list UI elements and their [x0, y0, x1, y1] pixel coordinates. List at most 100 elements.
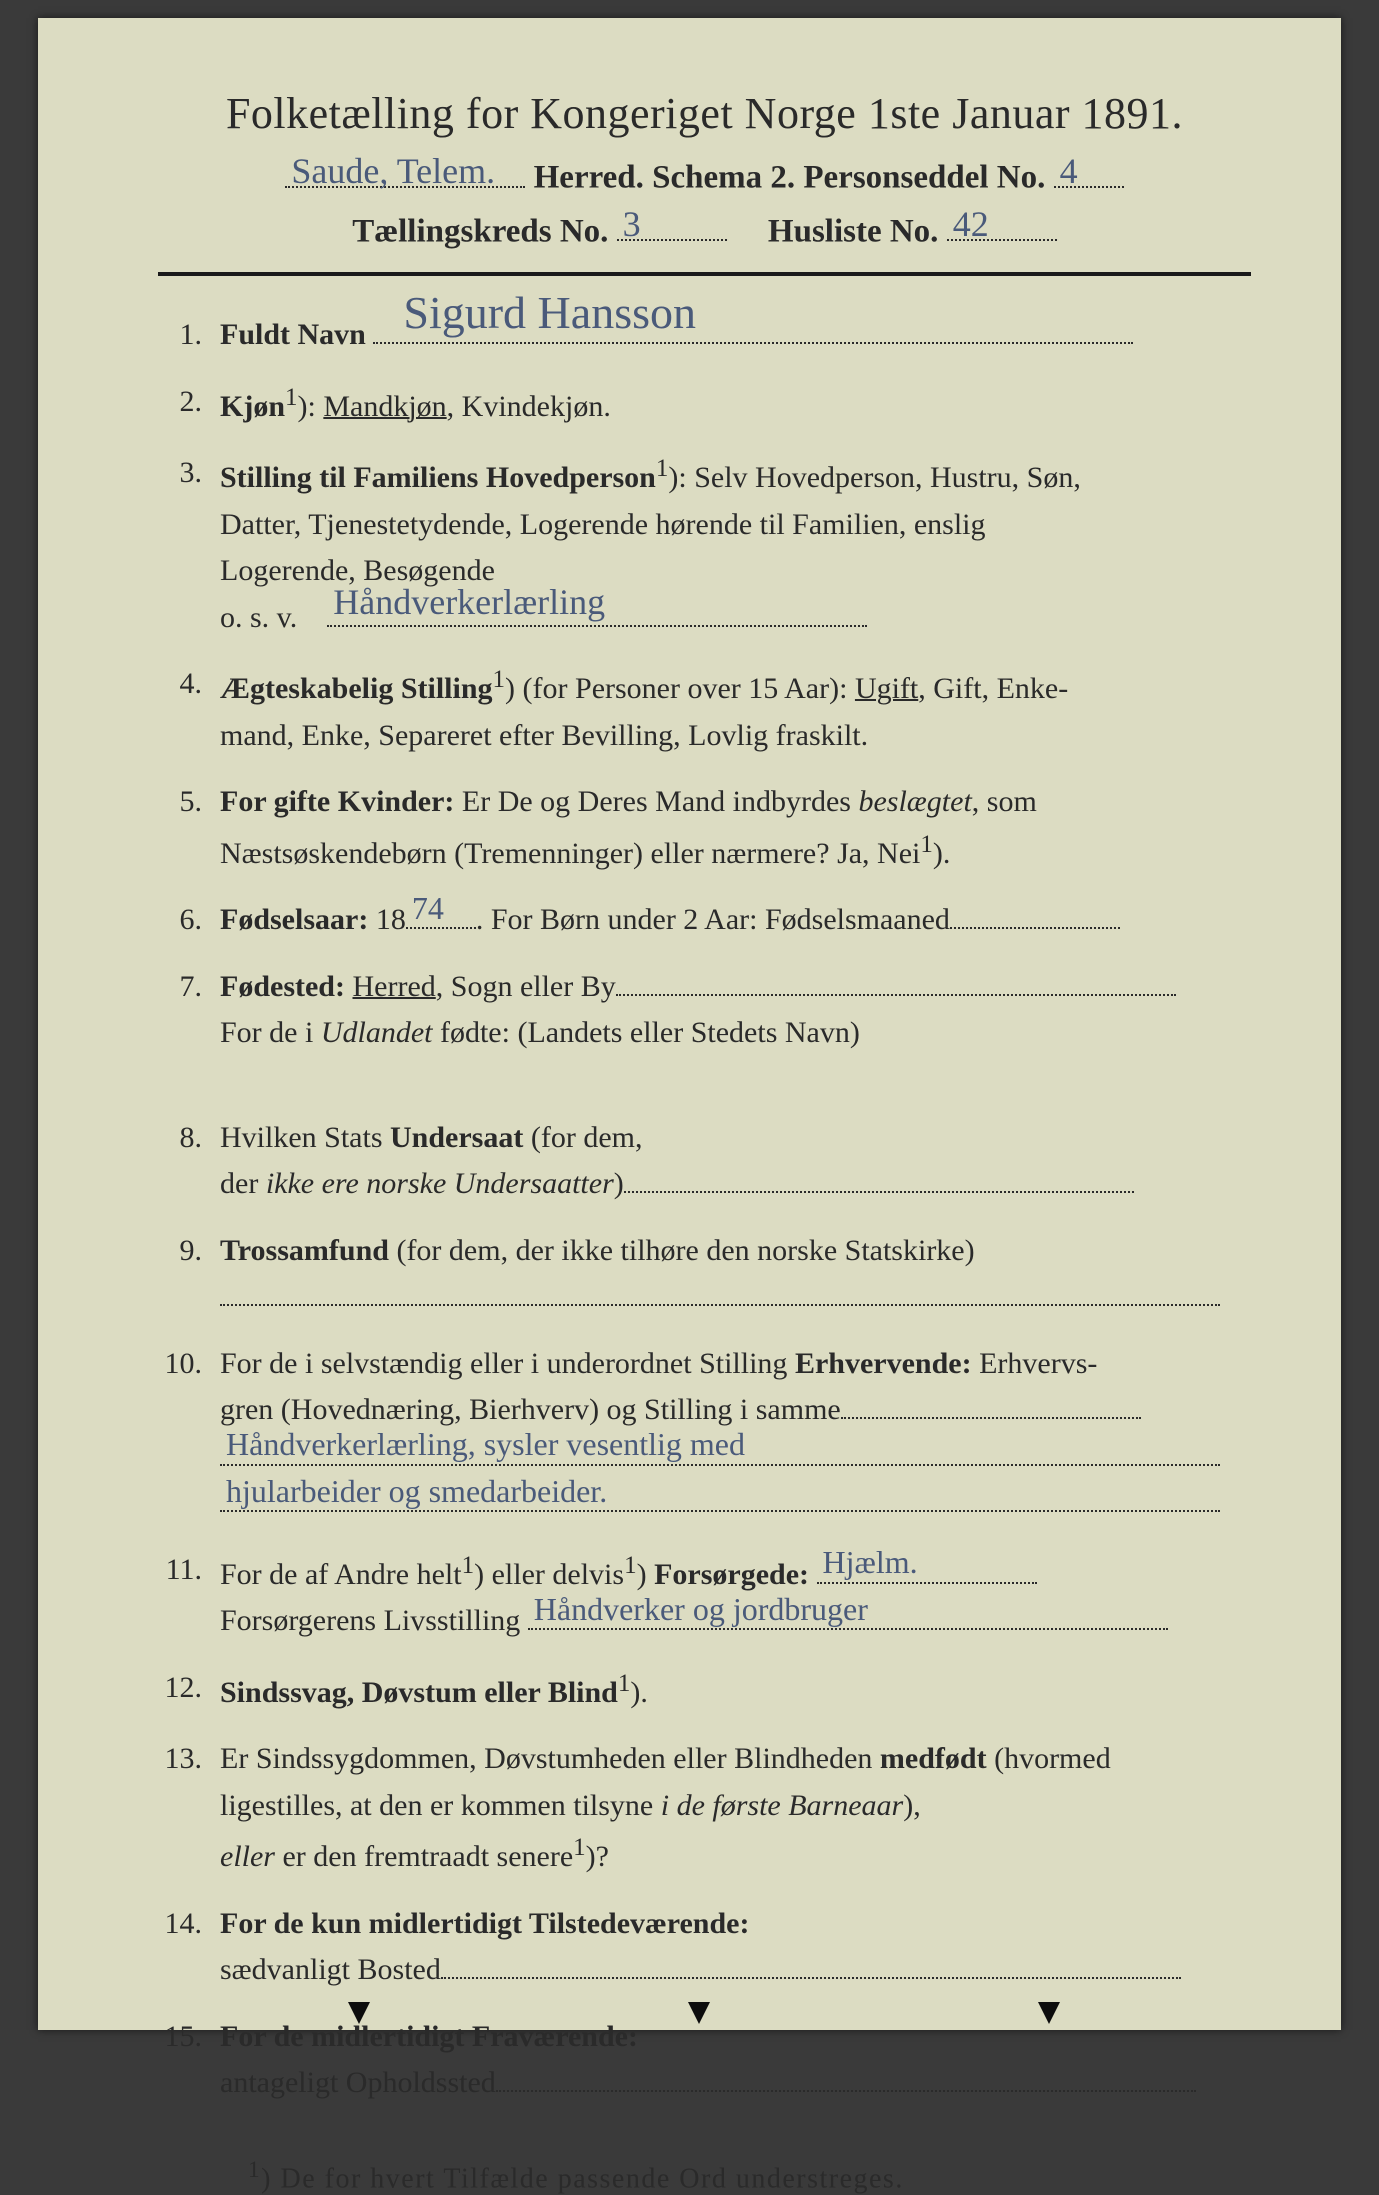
- row-10-hw1: Håndverkerlærling, sysler vesentlig med: [226, 1420, 745, 1470]
- row-14-blank: [441, 1949, 1181, 1979]
- row-12-label: Sindssvag, Døvstum eller Blind: [220, 1676, 618, 1709]
- row-15-num: 15.: [158, 2014, 220, 2107]
- row-8: 8. Hvilken Stats Undersaat (for dem, der…: [158, 1115, 1251, 1208]
- row-4-line2: mand, Enke, Separeret efter Bevilling, L…: [220, 719, 868, 752]
- page-title: Folketælling for Kongeriget Norge 1ste J…: [158, 88, 1251, 139]
- census-form-page: Folketælling for Kongeriget Norge 1ste J…: [38, 18, 1341, 2030]
- row-7-blank: [616, 966, 1176, 996]
- row-4: 4. Ægteskabelig Stilling1) (for Personer…: [158, 661, 1251, 759]
- row-7-label: Fødested:: [220, 970, 345, 1003]
- row-5-line2b: ).: [933, 837, 951, 870]
- row-11-sup1: 1: [462, 1552, 475, 1579]
- row-6-label: Fødselsaar:: [220, 903, 368, 936]
- kreds-label: Tællingskreds No.: [352, 213, 608, 249]
- row-6-year: 74: [412, 884, 444, 934]
- row-8-blank: [624, 1163, 1134, 1193]
- row-1-name-hw: Sigurd Hansson: [403, 277, 696, 348]
- row-15-line2: antageligt Opholdssted: [220, 2066, 496, 2099]
- row-13-line3b: er den fremtraadt senere: [275, 1840, 573, 1873]
- row-5-em1: beslægtet: [858, 785, 971, 818]
- row-3-num: 3.: [158, 450, 220, 641]
- husliste-label: Husliste No.: [768, 213, 939, 249]
- row-7-herred: Herred: [352, 970, 435, 1003]
- row-8-em: ikke ere norske Undersaatter: [266, 1167, 614, 1200]
- row-8-text1: Hvilken Stats: [220, 1121, 390, 1154]
- row-9-blank: [220, 1276, 1220, 1306]
- row-5-line2a: Næstsøskendebørn (Tremenninger) eller næ…: [220, 837, 920, 870]
- kreds-no: 3: [623, 203, 641, 245]
- row-9-num: 9.: [158, 1228, 220, 1321]
- row-4-text1: ) (for Personer over 15 Aar):: [505, 672, 855, 705]
- row-2-label: Kjøn: [220, 390, 285, 423]
- header-line-2-print: Herred. Schema 2. Personseddel No.: [534, 160, 1046, 196]
- divider-rule: [158, 272, 1251, 276]
- row-4-ugift: Ugift: [855, 672, 918, 705]
- row-7-text1: , Sogn eller By: [436, 970, 616, 1003]
- row-2: 2. Kjøn1): Mandkjøn, Kvindekjøn.: [158, 379, 1251, 431]
- row-10-hw2: hjularbeider og smedarbeider.: [226, 1467, 607, 1517]
- footnote-sup: 1: [248, 2157, 261, 2183]
- row-14-label: For de kun midlertidigt Tilstedeværende:: [220, 1907, 749, 1940]
- row-9-text: (for dem, der ikke tilhøre den norske St…: [389, 1234, 975, 1267]
- row-13-em: i de første Barneaar: [661, 1789, 903, 1822]
- row-6-prefix: 18: [368, 903, 406, 936]
- row-11-line2: Forsørgerens Livsstilling: [220, 1604, 520, 1637]
- row-13-line2a: ligestilles, at den er kommen tilsyne: [220, 1789, 661, 1822]
- row-10-blank1: [841, 1389, 1141, 1419]
- row-8-num: 8.: [158, 1115, 220, 1208]
- row-1: 1. Fuldt Navn Sigurd Hansson: [158, 312, 1251, 359]
- row-13-line2b: ),: [903, 1789, 921, 1822]
- header-line-2: Saude, Telem. Herred. Schema 2. Personse…: [158, 153, 1251, 197]
- row-9: 9. Trossamfund (for dem, der ikke tilhør…: [158, 1228, 1251, 1321]
- row-6-text2: . For Børn under 2 Aar: Fødselsmaaned: [476, 903, 950, 936]
- row-5: 5. For gifte Kvinder: Er De og Deres Man…: [158, 779, 1251, 877]
- row-6-num: 6.: [158, 897, 220, 944]
- row-8-line2a: der: [220, 1167, 266, 1200]
- row-13-line3c: )?: [586, 1840, 609, 1873]
- row-3-opts: ): Selv Hovedperson, Hustru, Søn,: [668, 461, 1080, 494]
- row-2-sup: 1: [285, 384, 298, 411]
- row-15: 15. For de midlertidigt Fraværende: anta…: [158, 2014, 1251, 2107]
- row-4-label: Ægteskabelig Stilling: [220, 672, 493, 705]
- row-4-sup: 1: [493, 666, 506, 693]
- row-1-label: Fuldt Navn: [220, 318, 366, 351]
- row-9-label: Trossamfund: [220, 1234, 389, 1267]
- header-line-3: Tællingskreds No. 3 Husliste No. 42: [158, 207, 1251, 251]
- footnote-text: ) De for hvert Tilfælde passende Ord und…: [261, 2163, 904, 2194]
- row-13: 13. Er Sindssygdommen, Døvstumheden elle…: [158, 1736, 1251, 1881]
- row-15-blank: [496, 2062, 1196, 2092]
- row-13-num: 13.: [158, 1736, 220, 1881]
- row-6-blank: [950, 899, 1120, 929]
- row-7-em: Udlandet: [321, 1016, 433, 1049]
- row-13-text1: Er Sindssygdommen, Døvstumheden eller Bl…: [220, 1742, 880, 1775]
- row-1-num: 1.: [158, 312, 220, 359]
- row-11: 11. For de af Andre helt1) eller delvis1…: [158, 1547, 1251, 1645]
- row-3-osv: o. s. v.: [220, 601, 297, 634]
- row-3-sup: 1: [656, 455, 669, 482]
- row-4-num: 4.: [158, 661, 220, 759]
- row-14-line2: sædvanligt Bosted: [220, 1953, 441, 1986]
- row-13-label: medfødt: [880, 1742, 987, 1775]
- row-5-text2: , som: [972, 785, 1037, 818]
- row-2-text: ): Mandkjøn, Kvindekjøn.: [298, 390, 611, 423]
- row-8-label: Undersaat: [390, 1121, 523, 1154]
- row-7-num: 7.: [158, 964, 220, 1057]
- row-7-line2a: For de i: [220, 1016, 321, 1049]
- row-8-line2b: ): [614, 1167, 624, 1200]
- row-11-hw2: Håndverker og jordbruger: [534, 1585, 868, 1635]
- row-11-hw-top: Hjælm.: [823, 1538, 918, 1588]
- row-3: 3. Stilling til Familiens Hovedperson1):…: [158, 450, 1251, 641]
- husliste-no: 42: [953, 203, 989, 245]
- row-11-sup2: 1: [624, 1552, 637, 1579]
- row-2-num: 2.: [158, 379, 220, 431]
- row-12-num: 12.: [158, 1665, 220, 1717]
- row-12: 12. Sindssvag, Døvstum eller Blind1).: [158, 1665, 1251, 1717]
- row-10-label: Erhvervende:: [795, 1347, 972, 1380]
- row-12-text: ).: [630, 1676, 648, 1709]
- row-11-text1: For de af Andre helt: [220, 1558, 462, 1591]
- row-5-num: 5.: [158, 779, 220, 877]
- personseddel-no: 4: [1060, 150, 1078, 192]
- row-7-line2b: fødte: (Landets eller Stedets Navn): [432, 1016, 859, 1049]
- row-14: 14. For de kun midlertidigt Tilstedevære…: [158, 1901, 1251, 1994]
- footnote: 1) De for hvert Tilfælde passende Ord un…: [158, 2157, 1251, 2195]
